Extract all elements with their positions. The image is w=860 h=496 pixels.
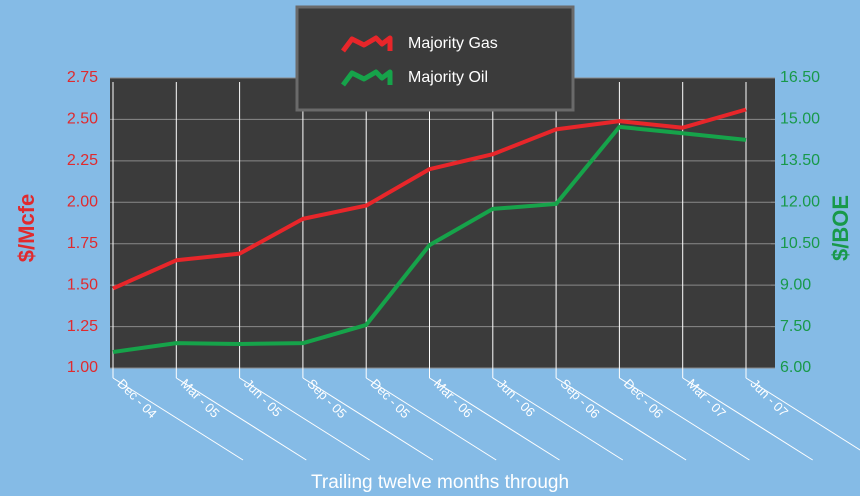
x-tick-label: Jun - 06 bbox=[494, 376, 538, 420]
x-tick-label: Dec - 05 bbox=[368, 376, 413, 421]
x-tick-diagonal bbox=[555, 377, 687, 461]
lines bbox=[112, 107, 747, 354]
x-tick-label: Mar - 06 bbox=[431, 376, 476, 421]
series-line bbox=[112, 124, 747, 354]
y-tick-label: 1.25 bbox=[67, 318, 98, 335]
legend-label: Majority Oil bbox=[408, 69, 488, 86]
x-tick-diagonal bbox=[302, 377, 434, 461]
y2-tick-label: 16.50 bbox=[780, 69, 820, 86]
y-tick-label: 2.00 bbox=[67, 194, 98, 211]
x-tick-diagonal bbox=[619, 377, 750, 461]
x-tick-diagonal bbox=[745, 377, 860, 451]
x-tick-diagonal bbox=[176, 377, 307, 461]
x-tick-label: Dec - 06 bbox=[621, 376, 666, 421]
x-tick-diagonal bbox=[365, 377, 497, 461]
x-tick-label: Jun - 05 bbox=[241, 376, 285, 420]
x-tick-diagonal bbox=[239, 377, 370, 461]
series-line bbox=[112, 107, 747, 291]
y2-tick-label: 15.00 bbox=[780, 111, 820, 128]
x-tick-diagonal bbox=[492, 377, 624, 461]
y2-tick-label: 6.00 bbox=[780, 359, 811, 376]
x-tick-label: Mar - 07 bbox=[684, 376, 729, 421]
y-axis-label: $/Mcfe bbox=[14, 194, 39, 262]
y2-tick-label: 9.00 bbox=[780, 276, 811, 293]
plot-area bbox=[110, 78, 775, 368]
y2-axis-label: $/BOE bbox=[828, 195, 853, 261]
y-tick-label: 2.75 bbox=[67, 69, 98, 86]
y-tick-label: 1.75 bbox=[67, 235, 98, 252]
y-tick-label: 2.25 bbox=[67, 152, 98, 169]
x-tick-label: Sep - 06 bbox=[558, 376, 603, 421]
x-tick-label: Sep - 05 bbox=[304, 376, 349, 421]
y-tick-label: 1.00 bbox=[67, 359, 98, 376]
legend-label: Majority Gas bbox=[408, 35, 498, 52]
x-tick-label: Mar - 05 bbox=[178, 376, 223, 421]
x-tick-label: Dec - 04 bbox=[114, 376, 159, 421]
legend-box bbox=[295, 5, 575, 112]
legend-icon bbox=[341, 35, 393, 53]
y2-tick-label: 10.50 bbox=[780, 235, 820, 252]
grid bbox=[110, 77, 860, 461]
x-axis-label: Trailing twelve months through bbox=[311, 472, 569, 493]
y2-tick-label: 7.50 bbox=[780, 318, 811, 335]
y2-tick-label: 13.50 bbox=[780, 152, 820, 169]
y-tick-label: 1.50 bbox=[67, 276, 98, 293]
x-tick-diagonal bbox=[682, 377, 813, 461]
x-tick-diagonal bbox=[112, 377, 244, 461]
x-tick-label: Jun - 07 bbox=[747, 376, 791, 420]
legend: Majority Gas Majority Oil bbox=[341, 35, 498, 87]
x-tick-diagonal bbox=[429, 377, 560, 461]
legend-icon bbox=[341, 69, 393, 87]
y2-tick-label: 12.00 bbox=[780, 194, 820, 211]
y-tick-label: 2.50 bbox=[67, 111, 98, 128]
